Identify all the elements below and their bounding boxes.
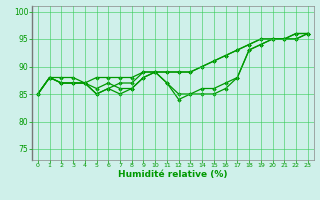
X-axis label: Humidité relative (%): Humidité relative (%) [118,170,228,179]
